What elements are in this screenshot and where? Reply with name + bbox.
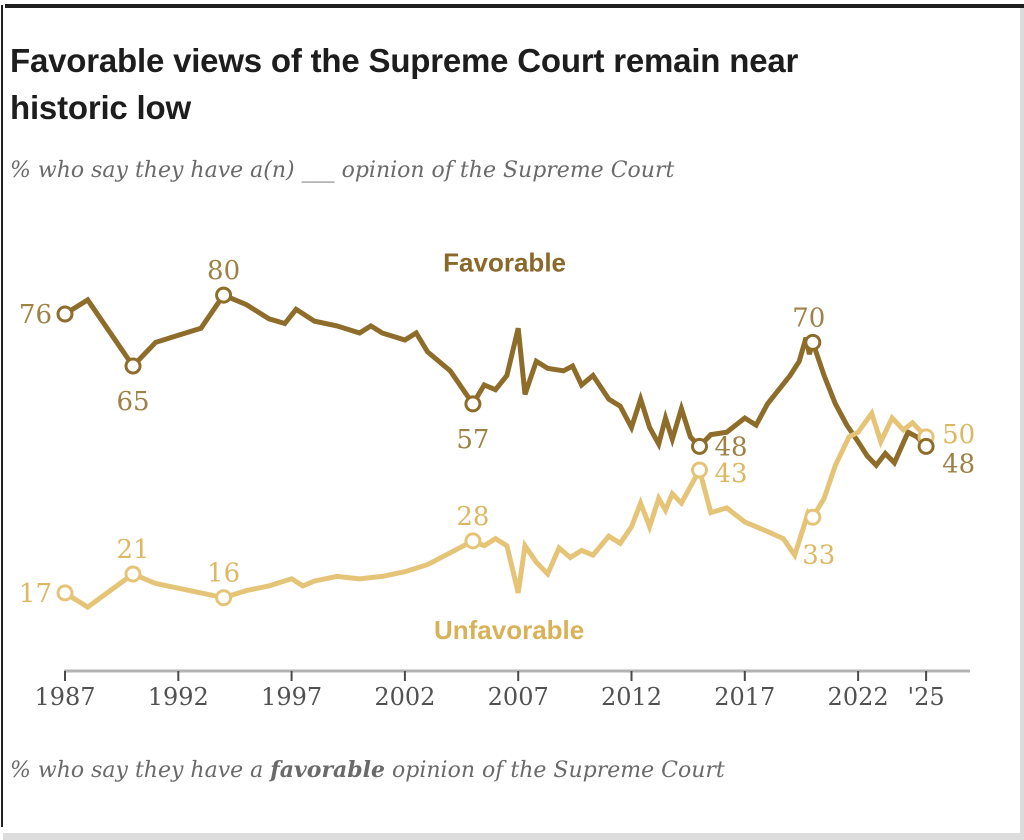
unfavorable-data-label: 50 bbox=[942, 420, 975, 450]
unfavorable-line bbox=[62, 407, 929, 610]
unfavorable-data-point-marker bbox=[56, 584, 74, 602]
favorable-data-label: 57 bbox=[456, 425, 489, 455]
favorable-data-label: 65 bbox=[116, 387, 149, 417]
favorable-data-point-marker bbox=[804, 333, 822, 351]
unfavorable-data-label: 21 bbox=[116, 535, 149, 565]
chart-subtitle: % who say they have a(n) ___ opinion of … bbox=[10, 157, 675, 183]
series-label-unfavorable: Unfavorable bbox=[434, 615, 584, 645]
unfavorable-data-label: 33 bbox=[802, 540, 835, 570]
caption-prefix: % who say they have a bbox=[10, 757, 271, 783]
favorable-data-label: 70 bbox=[792, 303, 825, 333]
window-right-border bbox=[1020, 8, 1024, 833]
x-axis-tick-label: 1992 bbox=[148, 683, 209, 709]
favorable-line bbox=[62, 291, 929, 469]
unfavorable-data-point-marker bbox=[464, 532, 482, 550]
trend-line-chart: 1987 1992 1997 2002 2007 2012 2017 2022 '25 Favor… bbox=[19, 247, 975, 709]
unfavorable-data-point-marker bbox=[124, 565, 142, 583]
favorable-data-label: 48 bbox=[942, 449, 975, 479]
x-axis-tick-label: 1997 bbox=[261, 683, 322, 709]
favorable-data-label: 48 bbox=[715, 432, 748, 462]
chart-title-line1: Favorable views of the Supreme Court rem… bbox=[10, 42, 799, 79]
chart-title-line2: historic low bbox=[10, 88, 191, 126]
x-axis-tick-label: 2022 bbox=[828, 683, 889, 709]
x-axis-tick-label: 2017 bbox=[714, 683, 775, 709]
source-caption: % who say they have a favorable opinion … bbox=[10, 757, 1010, 783]
unfavorable-data-label: 16 bbox=[207, 558, 240, 588]
window-left-border bbox=[1, 5, 3, 827]
favorable-data-point-marker bbox=[464, 395, 482, 413]
favorable-data-label: 80 bbox=[207, 256, 240, 286]
favorable-data-point-marker bbox=[215, 286, 233, 304]
chart-card: Favorable views of the Supreme Court rem… bbox=[0, 8, 1024, 783]
unfavorable-data-point-marker bbox=[804, 508, 822, 526]
caption-bold-word: favorable bbox=[270, 756, 386, 783]
favorable-data-point-marker bbox=[917, 437, 935, 455]
x-axis-tick-label: 1987 bbox=[34, 683, 95, 709]
window-top-border bbox=[5, 4, 1024, 8]
window-bottom-border bbox=[3, 833, 1024, 840]
series-label-favorable: Favorable bbox=[443, 247, 566, 277]
x-axis-tick-label: '25 bbox=[908, 683, 945, 709]
unfavorable-data-point-marker bbox=[691, 461, 708, 479]
x-axis-tick-label: 2012 bbox=[601, 683, 662, 709]
favorable-data-point-marker bbox=[56, 305, 74, 323]
unfavorable-data-label: 43 bbox=[715, 459, 748, 489]
favorable-data-label: 76 bbox=[19, 300, 52, 330]
caption-suffix: opinion of the Supreme Court bbox=[385, 757, 725, 783]
x-axis-tick-label: 2002 bbox=[374, 683, 435, 709]
unfavorable-data-label: 28 bbox=[456, 502, 489, 532]
unfavorable-data-label: 17 bbox=[19, 579, 52, 609]
x-axis-tick-label: 2007 bbox=[488, 683, 549, 709]
favorable-data-point-marker bbox=[691, 437, 708, 455]
chart-title: Favorable views of the Supreme Court rem… bbox=[10, 38, 1010, 132]
favorable-data-point-marker bbox=[124, 357, 142, 375]
unfavorable-data-point-marker bbox=[215, 588, 233, 606]
